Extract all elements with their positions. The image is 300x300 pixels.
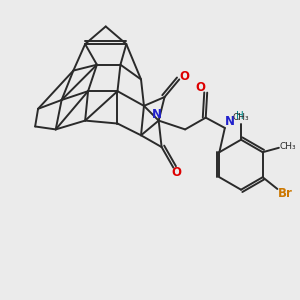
Text: N: N (152, 108, 162, 121)
Text: CH₃: CH₃ (233, 112, 249, 122)
Text: N: N (225, 115, 235, 128)
Text: CH₃: CH₃ (279, 142, 296, 151)
Text: H: H (236, 111, 244, 121)
Text: O: O (196, 81, 206, 94)
Text: O: O (171, 167, 181, 179)
Text: O: O (180, 70, 190, 83)
Text: Br: Br (278, 187, 293, 200)
